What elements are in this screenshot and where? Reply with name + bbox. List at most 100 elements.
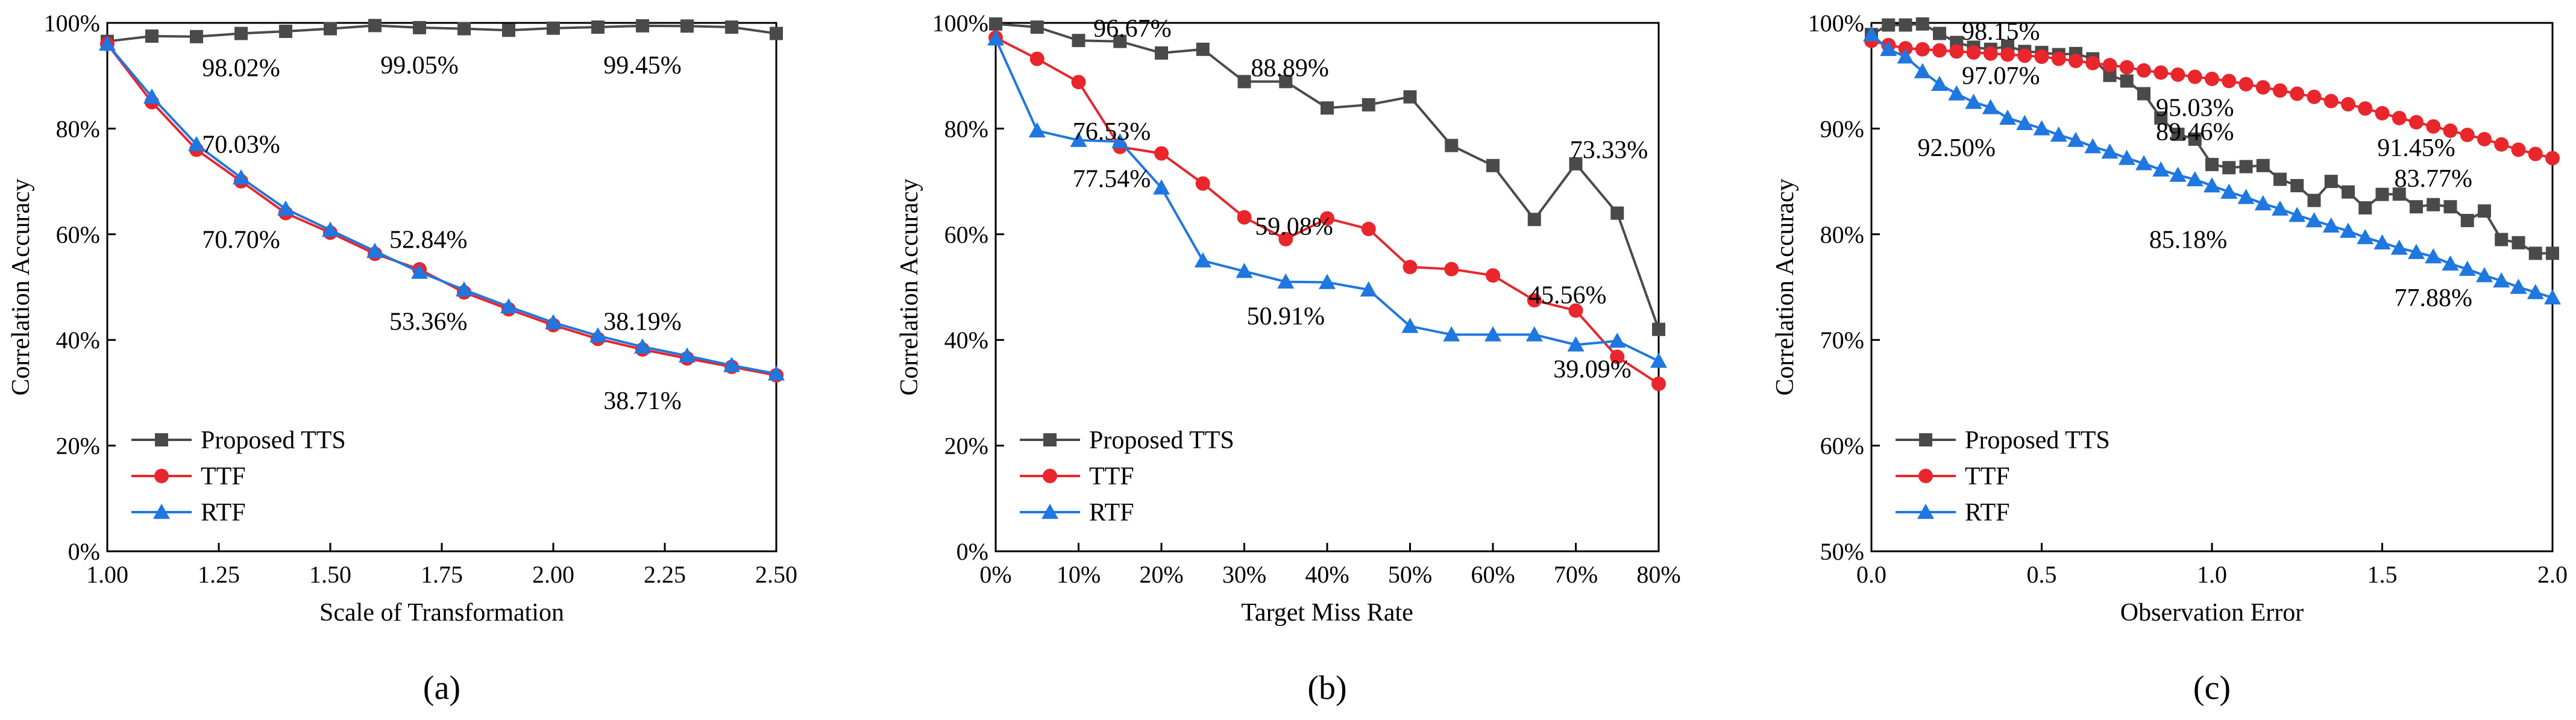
data-point-rtf: [456, 281, 473, 297]
data-point-rtf: [2254, 195, 2272, 211]
data-point-rtf: [2118, 149, 2135, 165]
data-point-rtf: [233, 169, 250, 185]
series-line-rtf: [994, 38, 1659, 363]
data-point-rtf: [1567, 336, 1585, 352]
value-annotation: 77.54%: [1073, 166, 1151, 193]
data-point-rtf: [1360, 281, 1377, 297]
data-point-rtf: [1982, 99, 1999, 114]
legend-label-ttf: TTF: [201, 463, 246, 490]
value-annotation: 99.45%: [603, 52, 682, 80]
y-tick-label: 80%: [1820, 221, 1864, 248]
data-point-rtf: [679, 347, 696, 363]
data-point-rtf: [2033, 120, 2050, 136]
data-point-tts: [1569, 157, 1583, 171]
data-point-rtf: [2067, 131, 2084, 147]
data-point-tts: [1196, 42, 1210, 56]
y-tick-label: 20%: [56, 433, 100, 460]
value-annotation: 38.71%: [603, 387, 682, 415]
data-point-tts: [2154, 111, 2168, 125]
data-point-rtf: [143, 88, 160, 104]
y-tick-label: 40%: [56, 327, 100, 354]
data-point-rtf: [2425, 248, 2442, 264]
data-point-rtf: [2408, 243, 2425, 259]
x-tick-label: 70%: [1554, 561, 1598, 588]
data-point-rtf: [1401, 318, 1419, 333]
data-point-rtf: [1319, 274, 1336, 289]
data-point-rtf: [2016, 114, 2034, 130]
legend-label-tts: Proposed TTS: [201, 427, 346, 454]
data-point-tts: [2222, 161, 2236, 175]
y-tick-label: 60%: [944, 221, 988, 248]
data-point-tts: [2460, 213, 2474, 227]
x-tick-label: 50%: [1388, 561, 1432, 588]
data-point-ttf: [2409, 114, 2424, 130]
data-point-ttf: [2255, 80, 2270, 95]
data-point-tts: [2427, 198, 2440, 211]
data-point-ttf: [1527, 293, 1542, 308]
data-point-tts: [2410, 200, 2423, 214]
value-annotation: 95.03%: [2156, 94, 2234, 122]
data-point-tts: [279, 25, 292, 39]
data-point-ttf: [2392, 110, 2407, 125]
x-tick-label: 2.50: [755, 561, 797, 588]
data-point-ttf: [2137, 63, 2151, 78]
x-tick-label: 60%: [1471, 561, 1515, 588]
data-point-tts: [2188, 132, 2202, 146]
data-point-tts: [502, 23, 515, 37]
x-tick-label: 1.50: [309, 561, 351, 588]
legend-label-ttf: TTF: [1965, 463, 2010, 490]
data-point-ttf: [2307, 89, 2322, 104]
data-point-ttf: [2017, 48, 2032, 63]
data-point-ttf: [2085, 55, 2100, 70]
data-point-tts: [145, 29, 159, 43]
data-point-tts: [1610, 206, 1624, 220]
x-tick-label: 20%: [1139, 561, 1183, 588]
data-point-tts: [2478, 204, 2491, 218]
x-tick-label: 0.0: [1856, 561, 1886, 588]
data-point-rtf: [500, 298, 517, 314]
data-point-ttf: [2238, 77, 2254, 92]
data-point-tts: [413, 20, 426, 34]
data-point-rtf: [768, 365, 785, 381]
data-point-rtf: [1194, 252, 1211, 268]
data-point-rtf: [2458, 260, 2476, 276]
value-annotation: 52.84%: [389, 227, 468, 254]
data-point-tts: [1237, 75, 1251, 89]
x-axis-label: Observation Error: [2120, 599, 2304, 627]
value-annotation: 50.91%: [1247, 303, 1325, 331]
data-point-tts: [770, 27, 783, 40]
data-point-ttf: [1651, 376, 1666, 391]
data-point-rtf: [2510, 278, 2527, 294]
data-point-tts: [1279, 75, 1293, 89]
legend-marker-ttf: [1918, 469, 1933, 483]
x-axis-label: Scale of Transformation: [319, 599, 564, 627]
panel-a: 1.00 1.25 1.50 1.75 2.00 2.25 2.50 0% 20% 40% 60% 8…: [7, 10, 797, 707]
data-point-rtf: [2186, 171, 2204, 187]
data-point-tts: [2239, 160, 2253, 174]
x-tick-label: 2.0: [2537, 561, 2568, 588]
data-point-ttf: [2341, 97, 2355, 112]
data-point-tts: [190, 30, 203, 43]
data-point-rtf: [634, 338, 651, 354]
data-point-ttf: [2000, 47, 2015, 62]
data-point-ttf: [2069, 54, 2083, 69]
data-point-rtf: [2476, 267, 2493, 283]
data-point-rtf: [1914, 63, 1931, 78]
y-tick-label: 0%: [957, 538, 988, 565]
data-point-tts: [1652, 322, 1665, 336]
data-point-ttf: [2511, 142, 2526, 157]
data-point-ttf: [2494, 137, 2509, 152]
data-point-tts: [1882, 18, 1896, 32]
data-point-rtf: [1236, 263, 1253, 278]
value-annotation: 39.09%: [1553, 355, 1632, 383]
value-annotation: 96.67%: [1093, 15, 1172, 43]
data-point-tts: [1113, 34, 1127, 48]
panel-c: 0.0 0.5 1.0 1.5 2.0 50% 60% 70% 80% 90% 100% Observ…: [1771, 10, 2568, 707]
value-annotation: 85.18%: [2149, 227, 2228, 254]
series-line-tts: [107, 24, 777, 43]
data-point-rtf: [1028, 122, 1046, 138]
x-axis-label: Target Miss Rate: [1241, 599, 1413, 627]
y-tick-label: 70%: [1820, 327, 1864, 354]
value-annotation: 99.05%: [380, 52, 459, 80]
data-point-tts: [2324, 175, 2338, 189]
